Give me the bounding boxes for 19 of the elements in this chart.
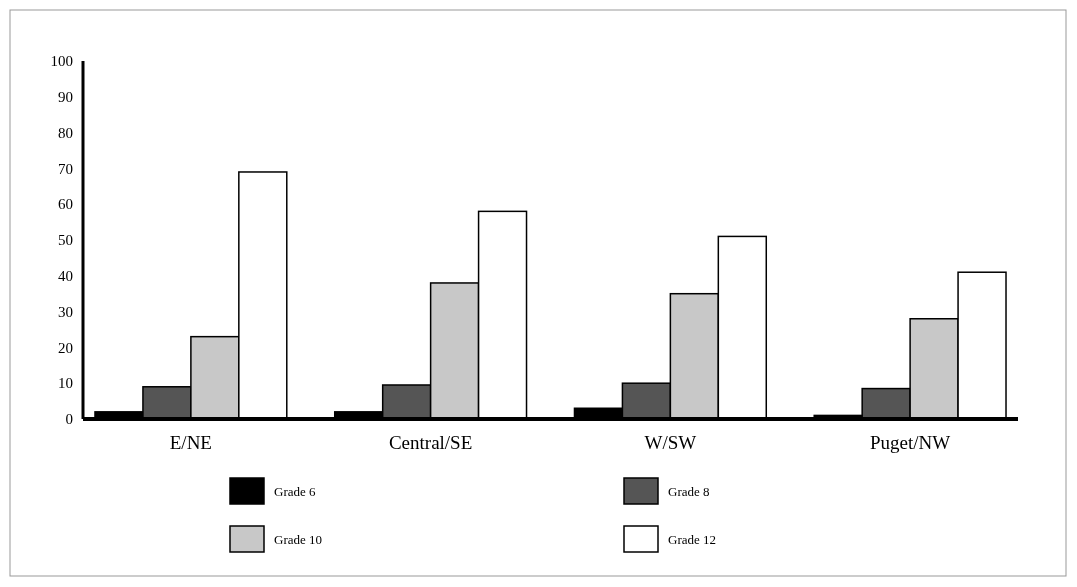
legend-label: Grade 12	[668, 531, 717, 547]
x-tick-label: W/SW	[644, 432, 697, 453]
legend-label: Grade 6	[274, 483, 317, 499]
legend-label: Grade 10	[274, 531, 323, 547]
y-tick-label: 40	[58, 268, 73, 285]
y-tick-label: 30	[58, 303, 73, 320]
y-tick-label: 100	[50, 53, 73, 70]
x-tick-label: E/NE	[169, 432, 212, 453]
y-tick-label: 50	[58, 232, 73, 249]
x-tick-label: Puget/NW	[870, 432, 951, 453]
y-tick-label: 90	[58, 89, 73, 106]
y-tick-label: 20	[58, 339, 73, 356]
legend-label: Grade 8	[668, 483, 710, 499]
y-tick-label: 80	[58, 124, 73, 141]
y-tick-label: 10	[58, 375, 73, 392]
x-tick-label: Central/SE	[388, 432, 473, 453]
y-tick-label: 0	[65, 411, 73, 428]
y-tick-label: 60	[58, 196, 73, 213]
y-tick-label: 70	[58, 160, 73, 177]
